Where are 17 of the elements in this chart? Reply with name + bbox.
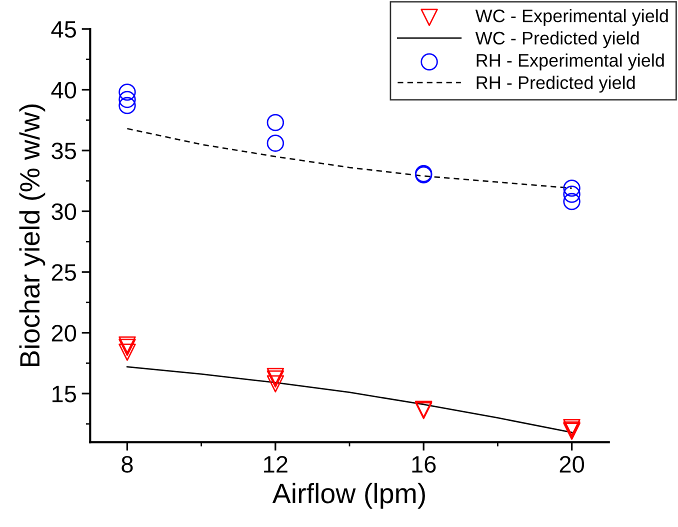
x-tick-label: 20 xyxy=(560,456,584,473)
legend-label: WC - Predicted yield xyxy=(475,31,639,48)
x-axis-title: Airflow (lpm) xyxy=(272,482,425,509)
y-axis-title: Biochar yield (% w/w) xyxy=(19,104,46,366)
y-tick-label: 30 xyxy=(52,203,76,220)
x-tick-label: 8 xyxy=(122,456,133,473)
legend-label: RH - Predicted yield xyxy=(476,76,635,93)
y-tick-label: 25 xyxy=(52,264,76,281)
y-tick-label: 45 xyxy=(51,21,76,38)
y-tick-label: 35 xyxy=(52,142,76,160)
legend-label: WC - Experimental yield xyxy=(475,9,668,26)
y-tick-label: 15 xyxy=(52,386,76,402)
legend-label: RH - Experimental yield xyxy=(476,54,664,70)
x-tick-label: 16 xyxy=(412,456,436,473)
y-tick-label: 20 xyxy=(52,324,76,342)
y-tick-label: 40 xyxy=(51,82,76,99)
x-tick-label: 12 xyxy=(264,456,288,472)
